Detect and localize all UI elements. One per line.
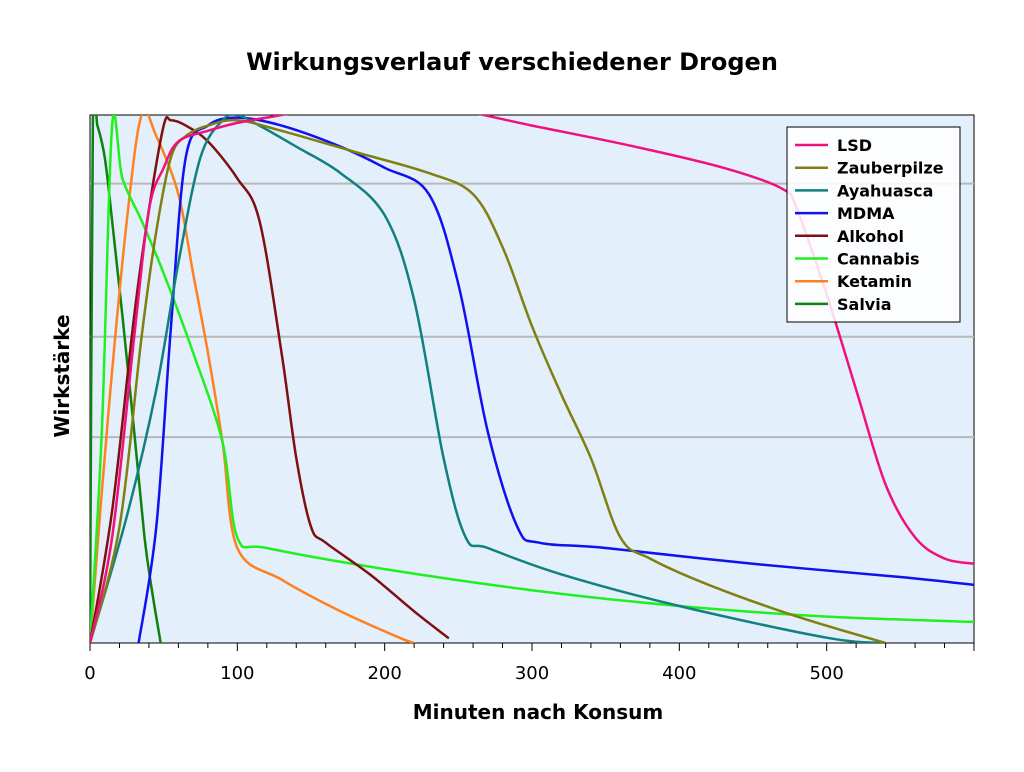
series-line-ketamin — [90, 115, 416, 643]
legend-label-mdma: MDMA — [837, 204, 895, 223]
series-line-salvia — [90, 115, 162, 643]
x-axis: 0 100 200 300 400 500 — [84, 643, 975, 684]
series-line-zauberpilze — [90, 118, 887, 643]
x-tick-label: 400 — [662, 663, 696, 684]
y-axis-label: Wirkstärke — [50, 314, 74, 437]
x-tick-label: 300 — [515, 663, 549, 684]
legend-label-lsd: LSD — [837, 136, 872, 155]
legend-label-salvia: Salvia — [837, 295, 892, 314]
legend-box — [786, 126, 961, 323]
x-tick-label: 100 — [220, 663, 254, 684]
legend-label-alkohol: Alkohol — [837, 227, 904, 246]
legend-label-zauberpilze: Zauberpilze — [837, 159, 944, 178]
series-line-ayahuasca — [90, 115, 887, 643]
x-tick-label: 200 — [367, 663, 401, 684]
x-tick-label: 500 — [809, 663, 843, 684]
series-layer — [90, 115, 974, 643]
x-axis-label: Minuten nach Konsum — [413, 700, 663, 724]
series-line-alkohol — [90, 116, 450, 643]
chart-title: Wirkungsverlauf verschiedener Drogen — [246, 48, 778, 76]
series-line-lsd — [90, 115, 974, 643]
legend-label-ketamin: Ketamin — [837, 272, 912, 291]
legend-label-ayahuasca: Ayahuasca — [837, 181, 933, 200]
x-tick-label: 0 — [84, 663, 95, 684]
legend: LSD Zauberpilze Ayahuasca MDMA Alkohol Cannab… — [786, 126, 961, 323]
legend-label-cannabis: Cannabis — [837, 250, 920, 269]
